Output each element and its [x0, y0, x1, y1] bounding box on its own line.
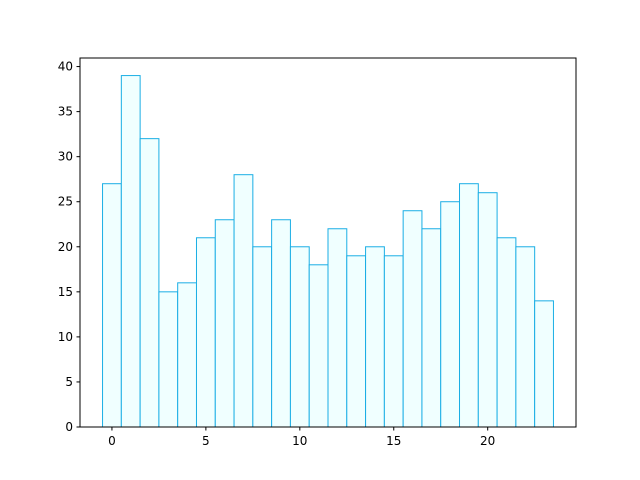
bar	[496, 237, 517, 428]
bar	[440, 201, 461, 428]
bar	[421, 228, 442, 428]
bar	[289, 246, 310, 428]
bar	[214, 219, 235, 428]
y-tick-label: 20	[58, 240, 73, 254]
y-tick-label: 25	[58, 195, 73, 209]
x-tick-label: 5	[202, 434, 210, 448]
axes-frame	[79, 57, 577, 428]
bar	[365, 246, 385, 428]
bar	[177, 282, 197, 428]
bar	[477, 192, 498, 428]
bar	[120, 75, 141, 428]
bar	[402, 210, 423, 428]
bar	[271, 219, 291, 428]
y-tick-label: 30	[58, 150, 73, 164]
bar	[233, 174, 254, 428]
bar	[195, 237, 216, 428]
bar	[102, 183, 122, 428]
x-tick-label: 15	[386, 434, 401, 448]
bar	[327, 228, 348, 428]
bar	[515, 246, 536, 428]
bar	[252, 246, 273, 428]
bar	[383, 255, 404, 428]
y-tick-label: 15	[58, 285, 73, 299]
y-tick-label: 35	[58, 105, 73, 119]
bar	[139, 138, 160, 428]
y-tick-label: 10	[58, 330, 73, 344]
bar	[534, 300, 554, 428]
bar	[158, 291, 179, 428]
x-tick-label: 10	[292, 434, 307, 448]
y-tick-label: 0	[65, 420, 73, 434]
x-tick-label: 0	[108, 434, 116, 448]
x-tick-label: 20	[480, 434, 495, 448]
bar	[346, 255, 367, 428]
bar	[308, 264, 329, 428]
y-tick-label: 40	[58, 60, 73, 74]
bar	[459, 183, 479, 428]
y-tick-label: 5	[65, 375, 73, 389]
